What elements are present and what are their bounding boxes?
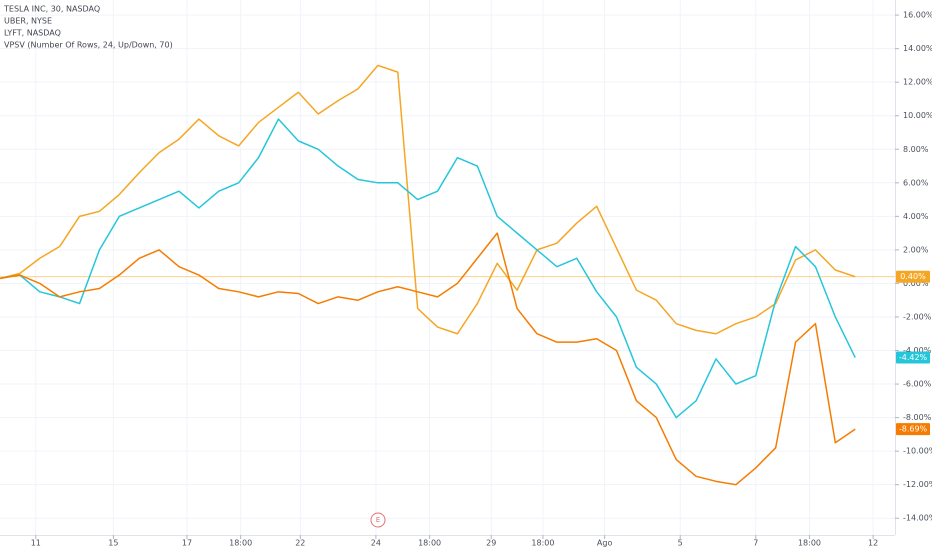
grid — [0, 0, 895, 535]
x-tick-label: 18:00 — [531, 539, 554, 548]
y-tick-label: 8.00% — [903, 145, 929, 154]
event-label[interactable]: E — [376, 516, 380, 524]
y-tick-label: -6.00% — [903, 380, 932, 389]
legend-line: UBER, NYSE — [4, 17, 52, 26]
y-tick-label: 14.00% — [903, 44, 932, 53]
last-value-label: 0.40% — [900, 272, 926, 281]
y-tick-label: 16.00% — [903, 11, 932, 20]
event-circle[interactable] — [370, 512, 386, 528]
y-tick-label: 6.00% — [903, 178, 929, 187]
last-value-badge — [896, 270, 930, 283]
x-tick-label: 5 — [678, 539, 683, 548]
x-tick-label: 18:00 — [418, 539, 441, 548]
y-tick-label: 4.00% — [903, 212, 929, 221]
y-tick-label: 2.00% — [903, 245, 929, 254]
y-tick-label: 0.00% — [903, 279, 929, 288]
x-tick-label: 12 — [868, 539, 878, 548]
x-tick-label: Ago — [597, 539, 613, 548]
last-value-label: -8.69% — [899, 425, 928, 434]
y-tick-label: -8.00% — [903, 413, 932, 422]
plot-lines — [0, 64, 895, 486]
last-value-badge — [896, 423, 930, 436]
x-tick-label: 15 — [108, 539, 118, 548]
legend-line: LYFT, NASDAQ — [4, 29, 61, 38]
legend-line: TESLA INC, 30, NASDAQ — [3, 5, 100, 14]
x-tick-label: 18:00 — [798, 539, 821, 548]
x-tick-label: 24 — [371, 539, 381, 548]
event-marker[interactable]: E — [370, 512, 386, 528]
y-tick-label: 12.00% — [903, 78, 932, 87]
last-value-badge — [896, 351, 930, 364]
legend: TESLA INC, 30, NASDAQ UBER, NYSE LYFT, N… — [3, 5, 173, 50]
x-tick-label: 17 — [182, 539, 192, 548]
y-tick-label: -4.00% — [903, 346, 932, 355]
y-tick-label: -10.00% — [903, 447, 932, 456]
x-tick-label: 7 — [753, 539, 758, 548]
y-tick-label: 10.00% — [903, 111, 932, 120]
indicator-label: VPSV (Number Of Rows, 24, Up/Down, 70) — [4, 41, 173, 50]
y-tick-label: -2.00% — [903, 312, 932, 321]
series-line — [0, 232, 856, 486]
x-tick-label: 29 — [486, 539, 496, 548]
x-tick-label: 22 — [295, 539, 305, 548]
axes: 16.00% 14.00% 12.00% 10.00% 8.00% 6.00% 4.00% 2… — [31, 11, 932, 548]
series-line — [0, 118, 856, 419]
x-tick-label: 18:00 — [229, 539, 252, 548]
y-tick-label: -14.00% — [903, 514, 932, 523]
last-value-label: -4.42% — [899, 353, 928, 362]
x-tick-label: 11 — [31, 539, 41, 548]
y-tick-label: -12.00% — [903, 480, 932, 489]
series-line — [0, 64, 856, 335]
